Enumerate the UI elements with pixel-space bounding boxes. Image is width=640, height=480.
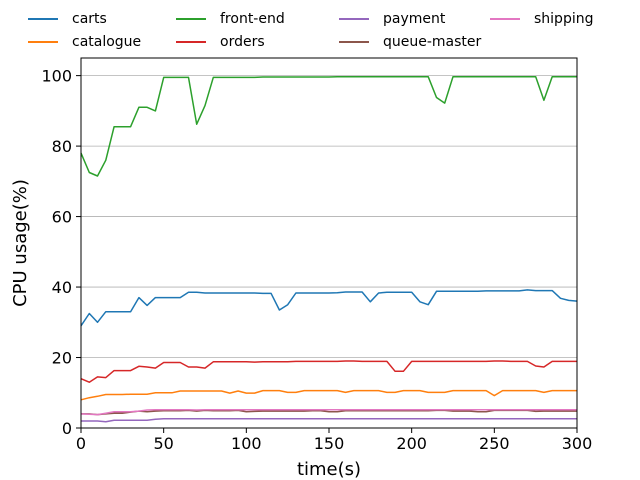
- legend-label: orders: [220, 34, 265, 50]
- legend-item-orders: orders: [176, 34, 265, 50]
- legend-label: catalogue: [72, 34, 142, 50]
- legend-label: queue-master: [383, 34, 482, 50]
- legend-label: shipping: [534, 11, 594, 27]
- y-tick-label: 60: [52, 208, 72, 227]
- series-line-shipping: [80, 408, 577, 416]
- y-axis-label: CPU usage(%): [10, 179, 31, 307]
- x-tick-label: 250: [479, 434, 510, 453]
- series-line-carts: [80, 289, 578, 327]
- series-line-catalogue: [80, 389, 577, 401]
- series-line-queue-master: [81, 409, 577, 416]
- legend-item-payment: payment: [339, 11, 445, 27]
- y-tick-label: 0: [62, 419, 72, 438]
- x-tick-label: 200: [396, 434, 427, 453]
- legend-swatch: [339, 18, 369, 20]
- legend-item-front-end: front-end: [176, 11, 285, 27]
- y-tick-label: 40: [52, 278, 72, 297]
- y-tick-label: 80: [52, 137, 72, 156]
- x-tick-label: 0: [76, 434, 86, 453]
- legend-swatch: [176, 41, 206, 43]
- x-tick-label: 50: [153, 434, 173, 453]
- legend-label: front-end: [220, 11, 285, 27]
- chart-legend: carts catalogue front-end orders payment queu…: [8, 8, 638, 58]
- series-line-front-end: [80, 75, 577, 177]
- legend-label: payment: [383, 11, 446, 27]
- legend-swatch: [176, 18, 206, 20]
- series-line-payment: [81, 418, 577, 423]
- series-line-orders: [80, 360, 577, 383]
- y-tick-label: 20: [52, 349, 72, 368]
- legend-item-shipping: shipping: [490, 11, 593, 27]
- legend-item-carts: carts: [28, 11, 107, 27]
- x-tick-label: 150: [314, 434, 345, 453]
- x-tick-label: 100: [231, 434, 262, 453]
- legend-label: carts: [72, 11, 107, 27]
- plot-frame: [80, 57, 578, 429]
- y-tick-label: 100: [41, 67, 72, 86]
- legend-swatch: [28, 41, 58, 43]
- legend-swatch: [339, 41, 369, 43]
- legend-swatch: [490, 18, 520, 20]
- legend-item-catalogue: catalogue: [28, 34, 141, 50]
- x-axis-label: time(s): [297, 459, 361, 480]
- legend-swatch: [28, 18, 58, 20]
- x-tick-label: 300: [562, 434, 593, 453]
- legend-item-queue-master: queue-master: [339, 34, 481, 50]
